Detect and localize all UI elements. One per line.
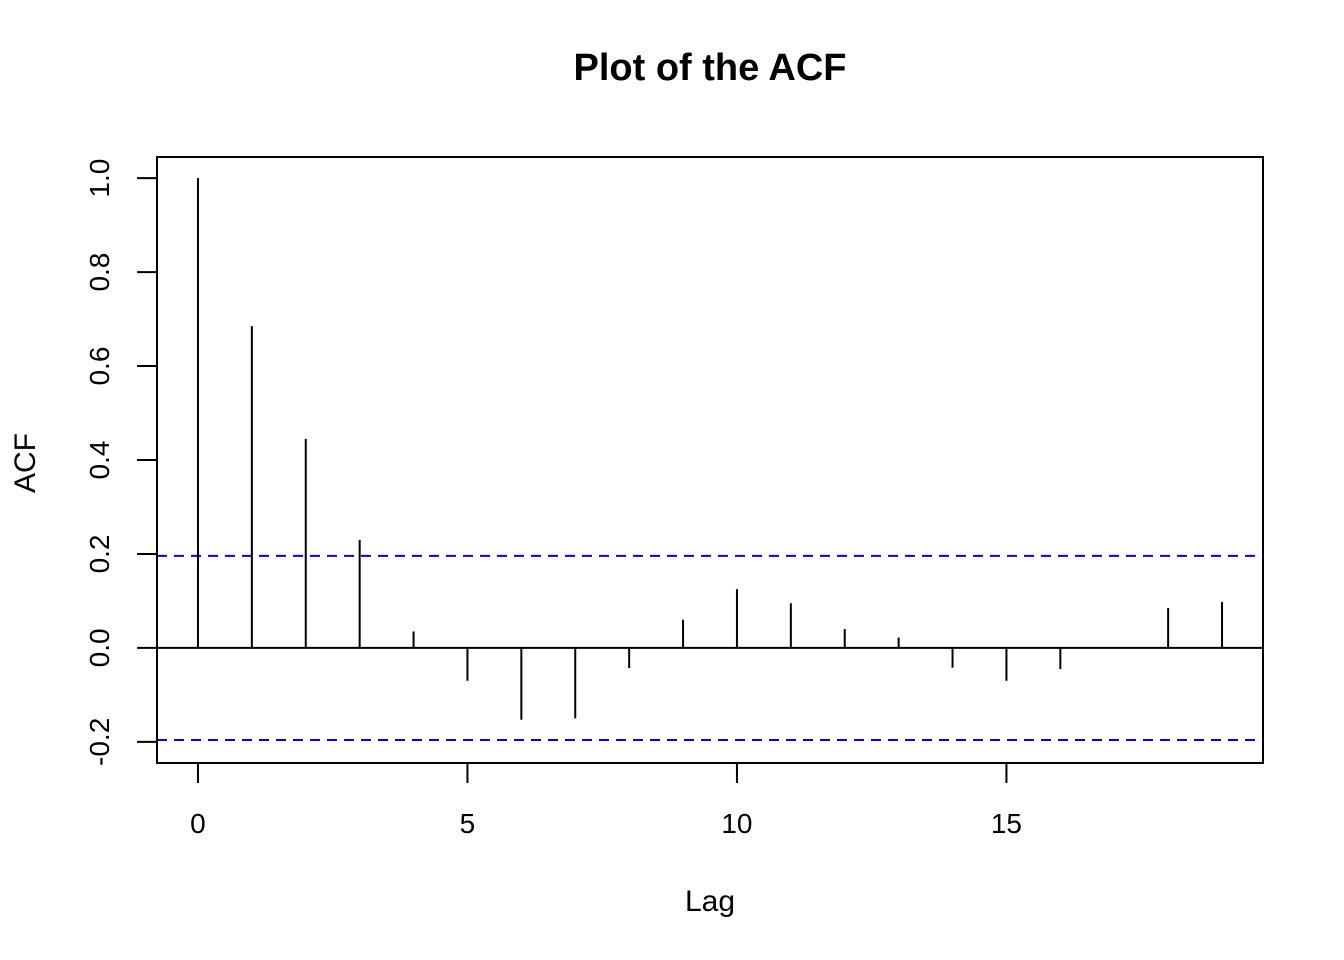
y-tick-label--0.2: -0.2 bbox=[84, 718, 115, 766]
y-tick-label-0.4: 0.4 bbox=[84, 441, 115, 480]
y-axis-label: ACF bbox=[9, 433, 42, 493]
y-tick-label-0.6: 0.6 bbox=[84, 347, 115, 386]
chart-title: Plot of the ACF bbox=[574, 47, 847, 89]
x-tick-label-5: 5 bbox=[460, 808, 476, 839]
y-tick-label-1.0: 1.0 bbox=[84, 159, 115, 198]
x-tick-label-15: 15 bbox=[991, 808, 1022, 839]
x-tick-label-10: 10 bbox=[721, 808, 752, 839]
x-axis-label: Lag bbox=[685, 885, 735, 918]
y-tick-label-0.0: 0.0 bbox=[84, 628, 115, 667]
x-tick-label-0: 0 bbox=[190, 808, 206, 839]
y-tick-label-0.8: 0.8 bbox=[84, 253, 115, 292]
y-tick-label-0.2: 0.2 bbox=[84, 534, 115, 573]
plot-frame bbox=[156, 156, 1264, 764]
